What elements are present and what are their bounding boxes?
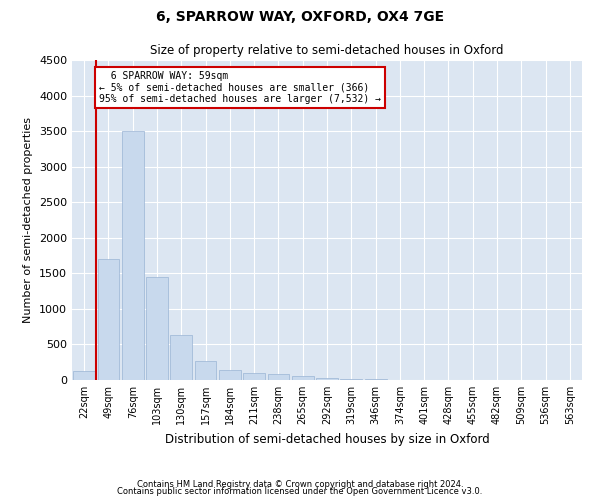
Bar — [122, 131, 143, 380]
Bar — [73, 371, 95, 380]
Text: 6, SPARROW WAY, OXFORD, OX4 7GE: 6, SPARROW WAY, OXFORD, OX4 7GE — [156, 10, 444, 24]
Bar — [219, 370, 241, 380]
Bar — [340, 378, 362, 380]
Bar — [243, 373, 265, 380]
Bar — [170, 335, 192, 380]
Bar — [292, 376, 314, 380]
Text: Contains public sector information licensed under the Open Government Licence v3: Contains public sector information licen… — [118, 488, 482, 496]
Title: Size of property relative to semi-detached houses in Oxford: Size of property relative to semi-detach… — [150, 44, 504, 58]
Bar — [146, 277, 168, 380]
Bar — [97, 259, 119, 380]
Text: Contains HM Land Registry data © Crown copyright and database right 2024.: Contains HM Land Registry data © Crown c… — [137, 480, 463, 489]
Y-axis label: Number of semi-detached properties: Number of semi-detached properties — [23, 117, 34, 323]
Bar — [316, 378, 338, 380]
Bar — [194, 361, 217, 380]
X-axis label: Distribution of semi-detached houses by size in Oxford: Distribution of semi-detached houses by … — [164, 432, 490, 446]
Bar — [268, 374, 289, 380]
Text: 6 SPARROW WAY: 59sqm
← 5% of semi-detached houses are smaller (366)
95% of semi-: 6 SPARROW WAY: 59sqm ← 5% of semi-detach… — [99, 70, 381, 104]
